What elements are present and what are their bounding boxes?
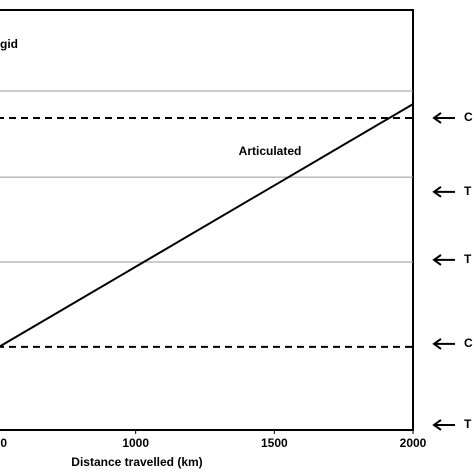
plot-frame	[0, 9, 414, 431]
x-tick-label: 1000	[122, 436, 149, 450]
annotation-label: T	[464, 252, 472, 266]
x-tick-label: 2000	[400, 436, 427, 450]
arrow-head	[432, 186, 442, 198]
arrow-head	[432, 112, 442, 124]
x-tick-label: 500	[0, 436, 7, 450]
arrow-head	[432, 419, 442, 431]
annotation-label: T	[464, 184, 472, 198]
corner-label: gid	[0, 37, 18, 51]
annotation-label: T	[464, 417, 472, 431]
series-line	[0, 103, 414, 348]
series-label: Articulated	[239, 144, 302, 158]
arrow-head	[432, 254, 442, 266]
arrow-head	[432, 338, 442, 350]
x-tick-label: 1500	[261, 436, 288, 450]
x-axis-label: Distance travelled (km)	[71, 455, 202, 469]
annotation-label: C	[464, 110, 473, 124]
annotation-label: C	[464, 336, 473, 350]
